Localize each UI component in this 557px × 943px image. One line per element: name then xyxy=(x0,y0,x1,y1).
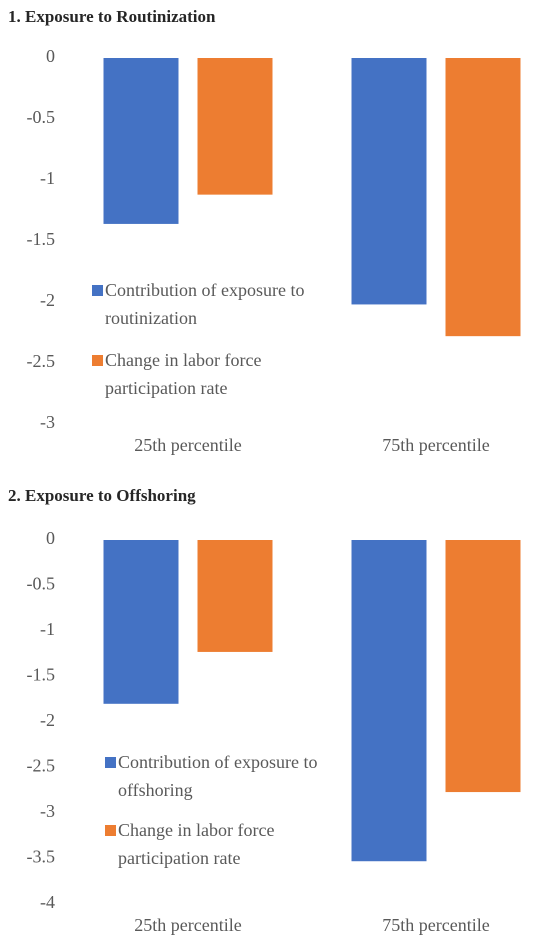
y-tick-label: -1 xyxy=(40,619,55,639)
bar xyxy=(445,540,521,793)
chart-title: 1. Exposure to Routinization xyxy=(8,7,216,26)
bar xyxy=(445,58,521,337)
bar xyxy=(103,58,179,224)
y-tick-label: -2 xyxy=(40,290,55,310)
y-tick-label: -1 xyxy=(40,168,55,188)
legend-swatch xyxy=(105,825,116,836)
x-tick-label: 75th percentile xyxy=(382,435,489,455)
x-tick-label: 75th percentile xyxy=(382,915,489,935)
y-tick-label: -2.5 xyxy=(27,351,56,371)
y-tick-label: 0 xyxy=(46,46,55,66)
y-tick-label: 0 xyxy=(46,528,55,548)
y-tick-label: -1.5 xyxy=(27,665,56,685)
legend-swatch xyxy=(92,285,103,296)
y-tick-label: -0.5 xyxy=(27,107,56,127)
y-tick-label: -2 xyxy=(40,710,55,730)
legend-swatch xyxy=(105,757,116,768)
x-tick-label: 25th percentile xyxy=(134,915,241,935)
x-tick-label: 25th percentile xyxy=(134,435,241,455)
bar xyxy=(351,58,427,305)
y-tick-label: -3.5 xyxy=(27,847,56,867)
legend-entry: Change in labor force participation rate xyxy=(105,350,262,398)
y-tick-label: -3 xyxy=(40,412,55,432)
y-tick-label: -3 xyxy=(40,801,55,821)
legend-swatch xyxy=(92,355,103,366)
bar xyxy=(351,540,427,862)
legend-entry: Contribution of exposure to offshoring xyxy=(118,752,318,800)
bar xyxy=(197,58,273,195)
y-tick-label: -1.5 xyxy=(27,229,56,249)
bar xyxy=(197,540,273,652)
chart-title: 2. Exposure to Offshoring xyxy=(8,486,196,505)
y-tick-label: -4 xyxy=(40,892,55,912)
legend-entry: Contribution of exposure to routinizatio… xyxy=(105,280,305,328)
y-tick-label: -2.5 xyxy=(27,756,56,776)
bar xyxy=(103,540,179,704)
y-tick-label: -0.5 xyxy=(27,574,56,594)
legend-entry: Change in labor force participation rate xyxy=(118,820,275,868)
